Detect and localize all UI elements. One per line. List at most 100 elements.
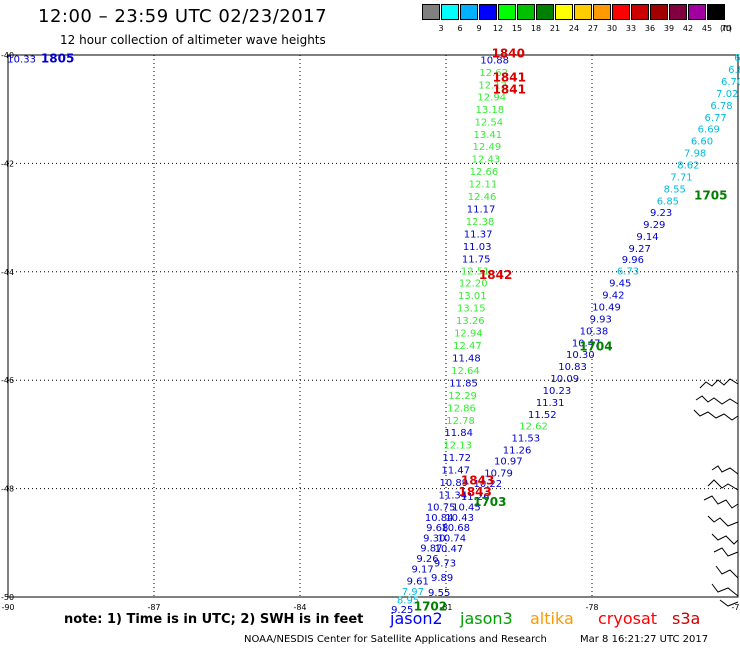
x-tick-label: -90 xyxy=(1,603,14,612)
scale-label: 39 xyxy=(663,24,675,33)
x-tick-label: -75 xyxy=(731,603,740,612)
wave-height-point: 6.69 xyxy=(698,125,720,136)
wave-height-point: 12.38 xyxy=(466,217,495,228)
wave-height-point: 10.43 xyxy=(445,513,474,524)
scale-label: 30 xyxy=(606,24,618,33)
legend-s3a: s3a xyxy=(672,609,701,628)
wave-height-point: 9.23 xyxy=(650,208,672,219)
wave-height-point: 9.26 xyxy=(416,554,438,565)
legend-cryosat: cryosat xyxy=(598,609,658,628)
scale-unit: (ft) xyxy=(720,24,733,33)
wave-height-point: 12.64 xyxy=(451,366,480,377)
wave-height-point: 10.83 xyxy=(558,362,587,373)
wave-height-point: 10.30 xyxy=(566,350,595,361)
wave-height-point: 12.11 xyxy=(469,179,498,190)
wave-height-point: 10.09 xyxy=(550,374,579,385)
wave-height-point: 10.38 xyxy=(580,326,609,337)
wave-height-point: 13.41 xyxy=(474,130,503,141)
y-tick-label: -50 xyxy=(1,593,14,602)
x-tick-label: -78 xyxy=(585,603,598,612)
scale-swatch xyxy=(631,4,649,20)
scale-swatch xyxy=(460,4,478,20)
wave-height-point: 11.48 xyxy=(452,353,481,364)
wave-height-point: 11.26 xyxy=(503,446,532,457)
wave-height-point: 7.02 xyxy=(716,89,738,100)
axis-tick-labels: -90 -87 -84 -81 -78 -75 -50 -48 -46 -44 -42 -40 xyxy=(1,51,740,612)
wave-height-point: 7.71 xyxy=(670,172,692,183)
wave-height-point: 13.26 xyxy=(456,316,485,327)
wave-height-point: 12.46 xyxy=(468,192,497,203)
scale-label: 70 xyxy=(720,24,732,33)
wave-height-point: 10.23 xyxy=(543,386,572,397)
wave-height-point: 9.61 xyxy=(407,577,429,588)
wave-height-point: 9.17 xyxy=(412,564,434,575)
wave-height-point: 13.01 xyxy=(458,291,487,302)
scale-label: 27 xyxy=(587,24,599,33)
legend-altika: altika xyxy=(530,609,574,628)
scale-label: 12 xyxy=(492,24,504,33)
pass-time-label: 1702 xyxy=(414,600,447,614)
wave-height-point: 9.27 xyxy=(629,244,651,255)
wave-height-point: 9.87 xyxy=(420,544,442,555)
scale-swatch xyxy=(517,4,535,20)
wave-height-point: 10.47 xyxy=(435,544,464,555)
wave-height-point: 10.84 xyxy=(425,513,454,524)
wave-height-point: 10.68 xyxy=(441,523,470,534)
scale-swatch xyxy=(422,4,440,20)
scale-label: 45 xyxy=(701,24,713,33)
legend-note: note: 1) Time is in UTC; 2) SWH is in fe… xyxy=(64,612,364,627)
scale-label: 24 xyxy=(568,24,580,33)
wave-height-point: 12.43 xyxy=(472,155,501,166)
pass-time-label: 1840 xyxy=(492,46,525,60)
scale-label: 9 xyxy=(476,24,482,33)
wave-height-point: 12.86 xyxy=(447,403,476,414)
generated-timestamp: Mar 8 16:21:27 UTC 2017 xyxy=(580,634,709,645)
wave-height-point: 9.68 xyxy=(426,523,448,534)
scale-label: 15 xyxy=(511,24,523,33)
scale-label: 33 xyxy=(625,24,637,33)
wave-height-point: 7.98 xyxy=(684,149,706,160)
pass-time-label: 1805 xyxy=(41,52,74,66)
wave-height-point: 9.14 xyxy=(636,232,658,243)
wave-height-point: 10.79 xyxy=(484,468,513,479)
wave-height-point: 9.93 xyxy=(590,314,612,325)
scale-swatch xyxy=(650,4,668,20)
wave-height-point: 11.84 xyxy=(444,428,473,439)
wave-height-point: 11.03 xyxy=(463,242,492,253)
scale-label: 18 xyxy=(530,24,542,33)
wave-height-point: 9.42 xyxy=(602,291,624,302)
wave-height-point: 12.13 xyxy=(443,441,472,452)
chart-title: 12:00 – 23:59 UTC 02/23/2017 xyxy=(38,6,328,27)
pass-time-label: 1703 xyxy=(473,495,506,509)
pass-time-label: 1842 xyxy=(479,268,512,282)
wave-height-point: 11.37 xyxy=(464,229,493,240)
wave-height-point: 6.78 xyxy=(710,101,732,112)
wave-height-point: 9.30 xyxy=(423,533,445,544)
wave-height-point: 10.22 xyxy=(474,479,503,490)
wave-height-point: 13.15 xyxy=(457,304,486,315)
wave-height-point: 6.85 xyxy=(657,196,679,207)
scale-swatch xyxy=(441,4,459,20)
wave-height-point: 12.49 xyxy=(473,142,502,153)
wave-height-point: 12.78 xyxy=(446,416,475,427)
pass-time-label: 1843 xyxy=(458,485,491,499)
wave-height-point: 11.52 xyxy=(528,410,557,421)
wave-height-point: 9.25 xyxy=(391,605,413,616)
legend-bar: note: 1) Time is in UTC; 2) SWH is in fe… xyxy=(64,609,740,631)
wave-height-point: 12.94 xyxy=(454,329,483,340)
x-tick-label: -84 xyxy=(293,603,306,612)
wave-height-point: 11.17 xyxy=(467,204,496,215)
y-tick-label: -42 xyxy=(1,159,14,168)
pass-time-label: 1705 xyxy=(694,188,727,202)
wave-height-point: 9.55 xyxy=(428,588,450,599)
wave-height-point: 12.66 xyxy=(470,167,499,178)
wave-height-point: 10.88 xyxy=(480,55,509,66)
wave-height-point: 10.33 xyxy=(7,54,36,65)
legend-jason2: jason2 xyxy=(390,609,443,628)
wave-height-point: 13.18 xyxy=(475,105,504,116)
wave-height-point: 11.85 xyxy=(449,378,478,389)
chart-subtitle: 12 hour collection of altimeter wave hei… xyxy=(60,33,326,47)
wave-height-point: 11.34 xyxy=(438,491,467,502)
pass-time-labels: 1840184118411842184318431703170417051702… xyxy=(41,46,728,613)
